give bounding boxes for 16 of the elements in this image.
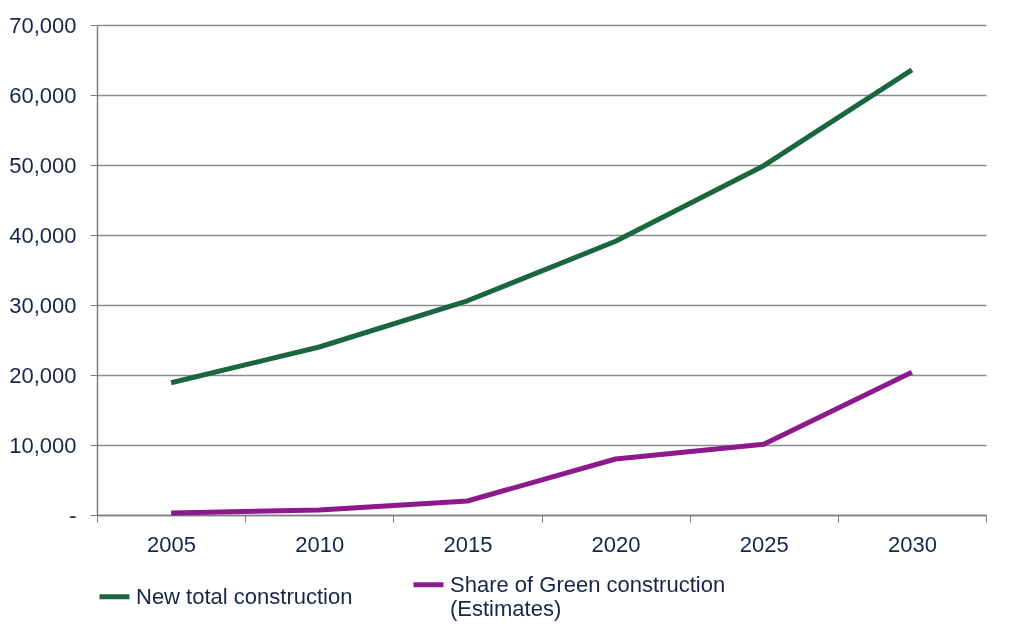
y-tick-label: 20,000	[9, 362, 77, 388]
y-tick-label: 70,000	[9, 12, 77, 38]
x-tick-label: 2030	[887, 531, 937, 557]
x-tick-label: 2025	[739, 531, 789, 557]
x-tick-label: 2015	[443, 531, 493, 557]
x-tick-label: 2005	[147, 531, 197, 557]
y-tick-label: 40,000	[9, 222, 77, 248]
y-tick-label: 60,000	[9, 82, 77, 108]
y-tick-label: 50,000	[9, 152, 77, 178]
y-tick-label: -	[69, 502, 77, 528]
y-tick-label: 30,000	[9, 292, 77, 318]
x-tick-label: 2020	[591, 531, 641, 557]
legend-label: New total construction	[136, 583, 353, 609]
x-tick-label: 2010	[295, 531, 345, 557]
y-tick-label: 10,000	[9, 432, 77, 458]
legend-label: Share of Green construction (Estimates)	[450, 571, 726, 621]
